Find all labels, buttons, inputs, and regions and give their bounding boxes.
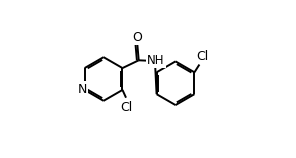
Text: N: N (78, 83, 87, 96)
Text: Cl: Cl (196, 50, 208, 63)
Text: O: O (132, 31, 142, 44)
Text: NH: NH (147, 54, 165, 67)
Text: N: N (78, 83, 86, 96)
Text: Cl: Cl (120, 101, 133, 114)
